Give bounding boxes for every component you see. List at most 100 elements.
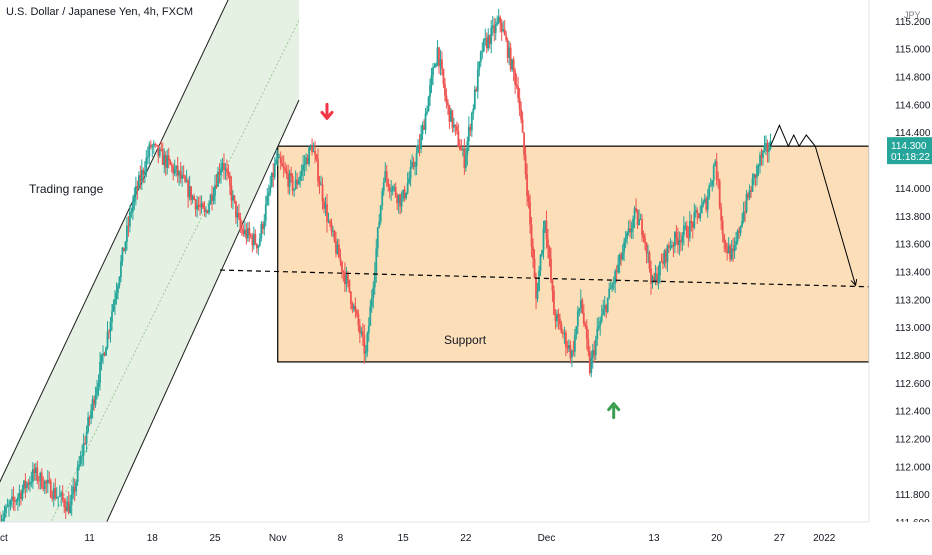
- candle-body: [659, 261, 661, 276]
- candle-body: [22, 480, 25, 490]
- candle-body: [732, 248, 735, 252]
- candle-body: [332, 230, 334, 232]
- candle-body: [333, 230, 336, 241]
- candle-body: [275, 159, 278, 164]
- candle-body: [730, 248, 733, 260]
- candle-body: [709, 185, 712, 187]
- candle-body: [647, 252, 649, 254]
- candle-body: [349, 291, 352, 304]
- candle-body: [293, 189, 296, 191]
- candle-body: [18, 492, 21, 497]
- candle-body: [554, 314, 557, 322]
- candle-body: [296, 179, 299, 185]
- candle-body: [167, 155, 170, 161]
- arrow-down-icon: [320, 102, 334, 120]
- candle-body: [629, 228, 631, 233]
- candle-body: [200, 203, 203, 207]
- candle-body: [37, 480, 40, 482]
- candle-body: [584, 323, 587, 327]
- channel-mid-line: [47, 19, 300, 529]
- candle-body: [768, 149, 770, 152]
- candle-body: [651, 277, 654, 284]
- candle-body: [463, 148, 466, 168]
- candle-body: [58, 495, 61, 497]
- candle-body: [82, 443, 85, 456]
- candle-body: [373, 272, 376, 288]
- candle-body: [650, 268, 652, 284]
- candle-body: [187, 180, 190, 198]
- candle-body: [748, 189, 751, 198]
- candle-body: [143, 171, 146, 175]
- candle-body: [243, 229, 246, 234]
- candle-body: [600, 314, 603, 322]
- candle-body: [21, 489, 24, 499]
- candle-body: [432, 67, 434, 76]
- candle-body: [624, 238, 627, 242]
- candle-body: [133, 194, 136, 202]
- candle-body: [145, 157, 148, 172]
- candle-body: [181, 174, 184, 179]
- candle-body: [152, 143, 155, 147]
- candle-body: [514, 70, 517, 85]
- candle-body: [585, 326, 588, 340]
- candle-body: [387, 179, 390, 188]
- candle-body: [8, 504, 10, 507]
- candle-body: [103, 353, 106, 356]
- candle-body: [248, 228, 251, 235]
- candle-body: [575, 326, 578, 335]
- candle-body: [54, 488, 57, 498]
- candle-body: [79, 455, 82, 465]
- candle-body: [242, 230, 245, 234]
- candle-body: [750, 189, 752, 192]
- candle-body: [645, 242, 648, 253]
- candle-body: [563, 332, 566, 335]
- candle-body: [302, 164, 305, 171]
- candle-body: [197, 204, 200, 207]
- candle-body: [220, 168, 222, 175]
- candle-body: [626, 232, 629, 239]
- candle-body: [199, 206, 201, 208]
- candle-body: [668, 245, 670, 248]
- candle-body: [660, 261, 663, 263]
- candle-body: [476, 69, 479, 92]
- candle-body: [81, 455, 84, 457]
- candle-body: [697, 213, 700, 219]
- candle-body: [442, 69, 445, 84]
- candle-body: [227, 172, 230, 176]
- candle-body: [418, 144, 421, 149]
- candle-body: [297, 180, 300, 185]
- candle-body: [42, 487, 45, 490]
- candle-body: [594, 339, 597, 356]
- candle-body: [370, 298, 373, 307]
- candle-body: [672, 245, 675, 247]
- candle-body: [327, 220, 330, 222]
- candle-body: [448, 105, 451, 122]
- candle-body: [436, 47, 439, 64]
- currency-unit: JPY: [904, 10, 921, 20]
- candle-body: [723, 234, 726, 243]
- candle-body: [240, 228, 243, 231]
- candle-body: [472, 108, 475, 114]
- candle-body: [614, 270, 617, 283]
- y-tick-label: 114.400: [895, 128, 931, 139]
- projection-path: [769, 124, 855, 285]
- candle-body: [39, 472, 42, 481]
- candle-body: [303, 164, 306, 166]
- candle-body: [318, 181, 321, 185]
- candle-body: [245, 229, 248, 239]
- candle-body: [55, 497, 58, 499]
- candle-body: [491, 25, 494, 28]
- candle-body: [99, 361, 101, 383]
- candle-body: [239, 217, 242, 229]
- channel-lower-line: [103, 99, 300, 529]
- candle-body: [251, 236, 254, 246]
- candle-body: [378, 221, 381, 228]
- candle-body: [341, 261, 343, 272]
- candle-body: [290, 173, 293, 176]
- candle-body: [90, 410, 92, 419]
- y-tick-label: 113.200: [895, 295, 931, 306]
- candle-body: [409, 167, 412, 179]
- candle-body: [397, 194, 400, 204]
- candle-body: [550, 258, 552, 281]
- candle-body: [217, 171, 219, 187]
